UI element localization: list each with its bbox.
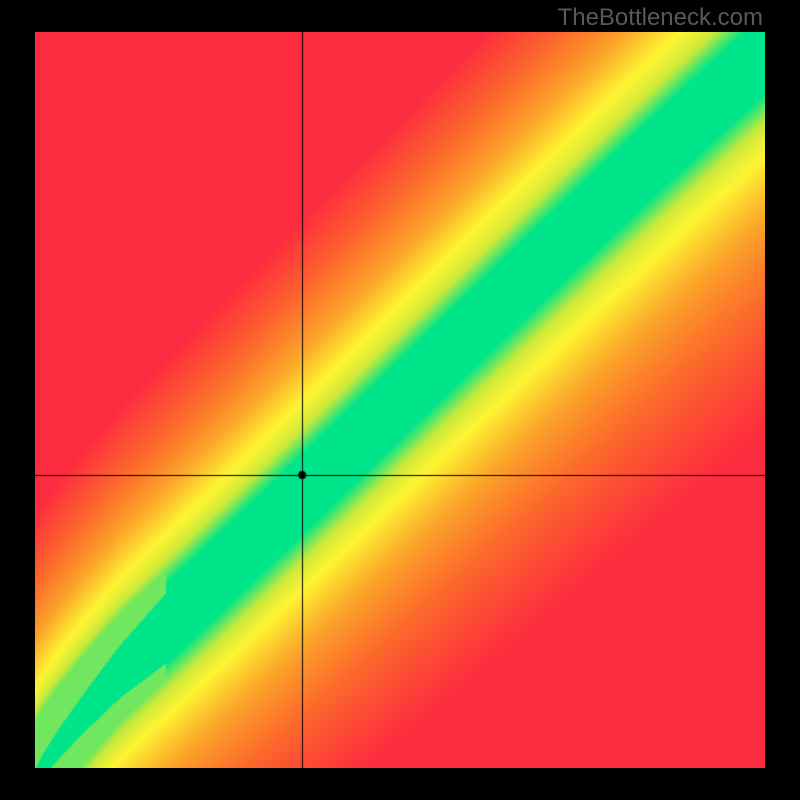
bottleneck-heatmap (35, 32, 765, 768)
watermark-text: TheBottleneck.com (558, 4, 763, 32)
chart-container: TheBottleneck.com (0, 0, 800, 800)
